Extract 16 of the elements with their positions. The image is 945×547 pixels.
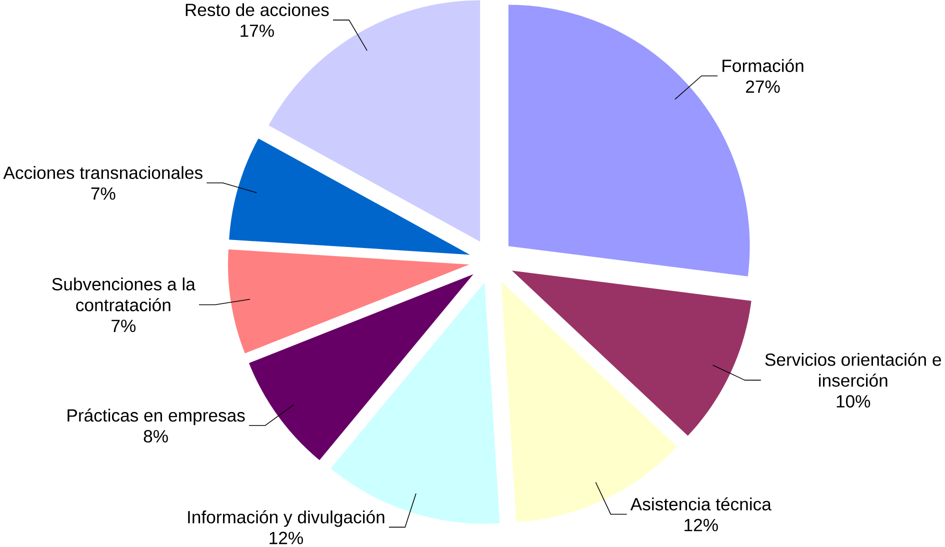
data-label: 12% — [270, 532, 303, 544]
data-label: 27% — [746, 80, 780, 93]
slice-label: Prácticas en empresas — [68, 408, 245, 425]
slice-label: Información y divulgación — [188, 510, 384, 527]
slice-label: Servicios orientación e inserción — [765, 352, 941, 387]
data-label: 7% — [91, 187, 116, 200]
data-label: 7% — [112, 320, 136, 332]
slice-label: Asistencia técnica — [630, 497, 772, 510]
slice-label: Subvenciones a la contratación — [52, 277, 196, 312]
slice-label: Acciones transnacionales — [3, 166, 202, 179]
slice-label: Resto de acciones — [186, 3, 329, 16]
data-label: 12% — [684, 518, 718, 532]
data-label: 10% — [836, 394, 870, 408]
data-label: 8% — [144, 430, 168, 442]
slice-label: Formación — [722, 58, 804, 72]
data-label: 17% — [240, 24, 274, 37]
